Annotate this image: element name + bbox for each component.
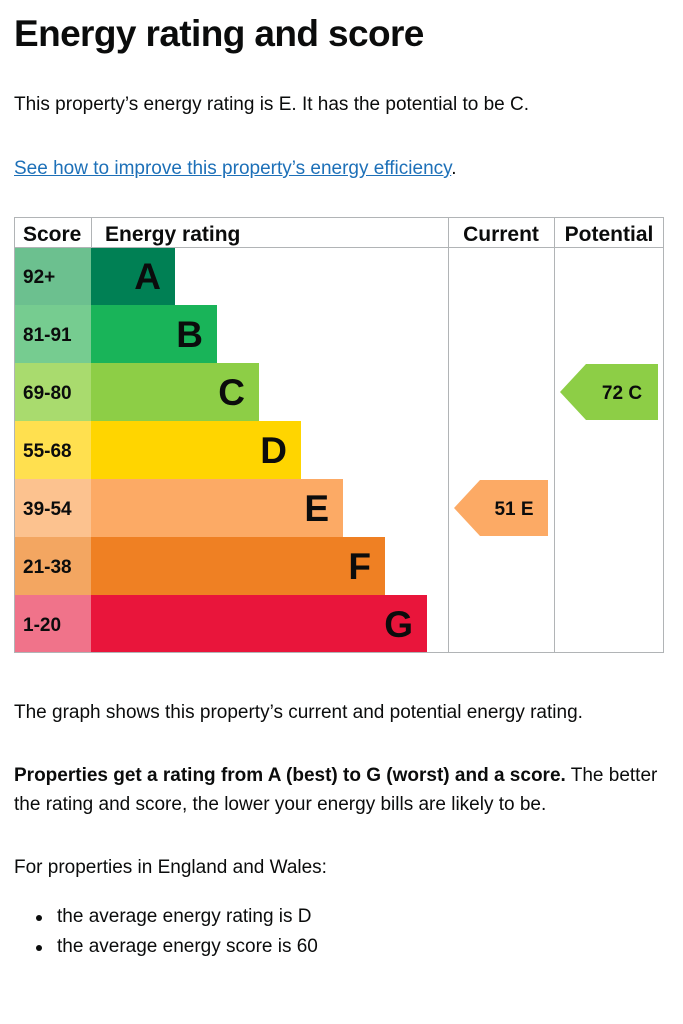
score-cell-c bbox=[14, 363, 91, 421]
energy-rating-chart: Score Energy rating Current Potential 92+ A 81… bbox=[14, 217, 664, 654]
header-potential: Potential bbox=[565, 223, 654, 246]
rating-bar-d bbox=[91, 421, 301, 479]
score-range-b: 81-91 bbox=[23, 325, 72, 346]
current-rating-label: 51 E bbox=[494, 499, 533, 520]
potential-rating-label: 72 C bbox=[602, 383, 642, 404]
score-cell-b bbox=[14, 305, 91, 363]
region-intro: For properties in England and Wales: bbox=[14, 857, 327, 878]
link-suffix: . bbox=[451, 158, 457, 179]
score-range-a: 92+ bbox=[23, 267, 55, 288]
energy-rating-graph: Score Energy rating Current Potential 92+ A 81… bbox=[14, 217, 664, 653]
score-range-c: 69-80 bbox=[23, 383, 72, 404]
list-item: the average energy rating is D bbox=[14, 902, 318, 932]
improve-link-line: See how to improve this property’s energ… bbox=[14, 156, 457, 182]
rating-letter-f: F bbox=[348, 546, 371, 587]
rating-explanation: Properties get a rating from A (best) to… bbox=[14, 761, 664, 819]
improve-efficiency-link[interactable]: See how to improve this property’s energ… bbox=[14, 158, 452, 179]
score-cell-d bbox=[14, 421, 91, 479]
rating-letter-c: C bbox=[218, 372, 245, 413]
score-cell-g bbox=[14, 595, 91, 653]
rating-letter-a: A bbox=[134, 256, 161, 297]
score-range-d: 55-68 bbox=[23, 441, 72, 462]
current-rating-arrow bbox=[454, 480, 548, 536]
rating-bar-b bbox=[91, 305, 217, 363]
rating-explanation-rest: The better the rating and score, the low… bbox=[14, 765, 658, 815]
score-cell-f bbox=[14, 537, 91, 595]
score-range-g: 1-20 bbox=[23, 615, 61, 636]
rating-letter-e: E bbox=[304, 488, 329, 529]
rating-bar-e bbox=[91, 479, 343, 537]
rating-bar-g bbox=[91, 595, 427, 653]
header-current: Current bbox=[463, 223, 539, 246]
score-cell-a bbox=[14, 247, 91, 305]
rating-bar-f bbox=[91, 537, 385, 595]
score-range-e: 39-54 bbox=[23, 499, 72, 520]
rating-summary: This property’s energy rating is E. It h… bbox=[14, 94, 530, 115]
chart-border bbox=[14, 217, 664, 653]
page-title: Energy rating and score bbox=[14, 13, 424, 54]
rating-letter-g: G bbox=[384, 604, 413, 645]
score-cell-e bbox=[14, 479, 91, 537]
rating-bar-c bbox=[91, 363, 259, 421]
average-stats-list: the average energy rating is D the avera… bbox=[14, 902, 318, 962]
rating-letter-d: D bbox=[260, 430, 287, 471]
rating-letter-b: B bbox=[176, 314, 203, 355]
rating-bar-a bbox=[91, 247, 175, 305]
header-energy-rating: Energy rating bbox=[105, 223, 240, 246]
header-score: Score bbox=[23, 223, 81, 246]
rating-explanation-bold: Properties get a rating from A (best) to… bbox=[14, 765, 566, 786]
graph-note: The graph shows this property’s current … bbox=[14, 702, 583, 723]
potential-rating-arrow bbox=[560, 364, 658, 420]
score-range-f: 21-38 bbox=[23, 557, 72, 578]
list-item: the average energy score is 60 bbox=[14, 932, 318, 962]
